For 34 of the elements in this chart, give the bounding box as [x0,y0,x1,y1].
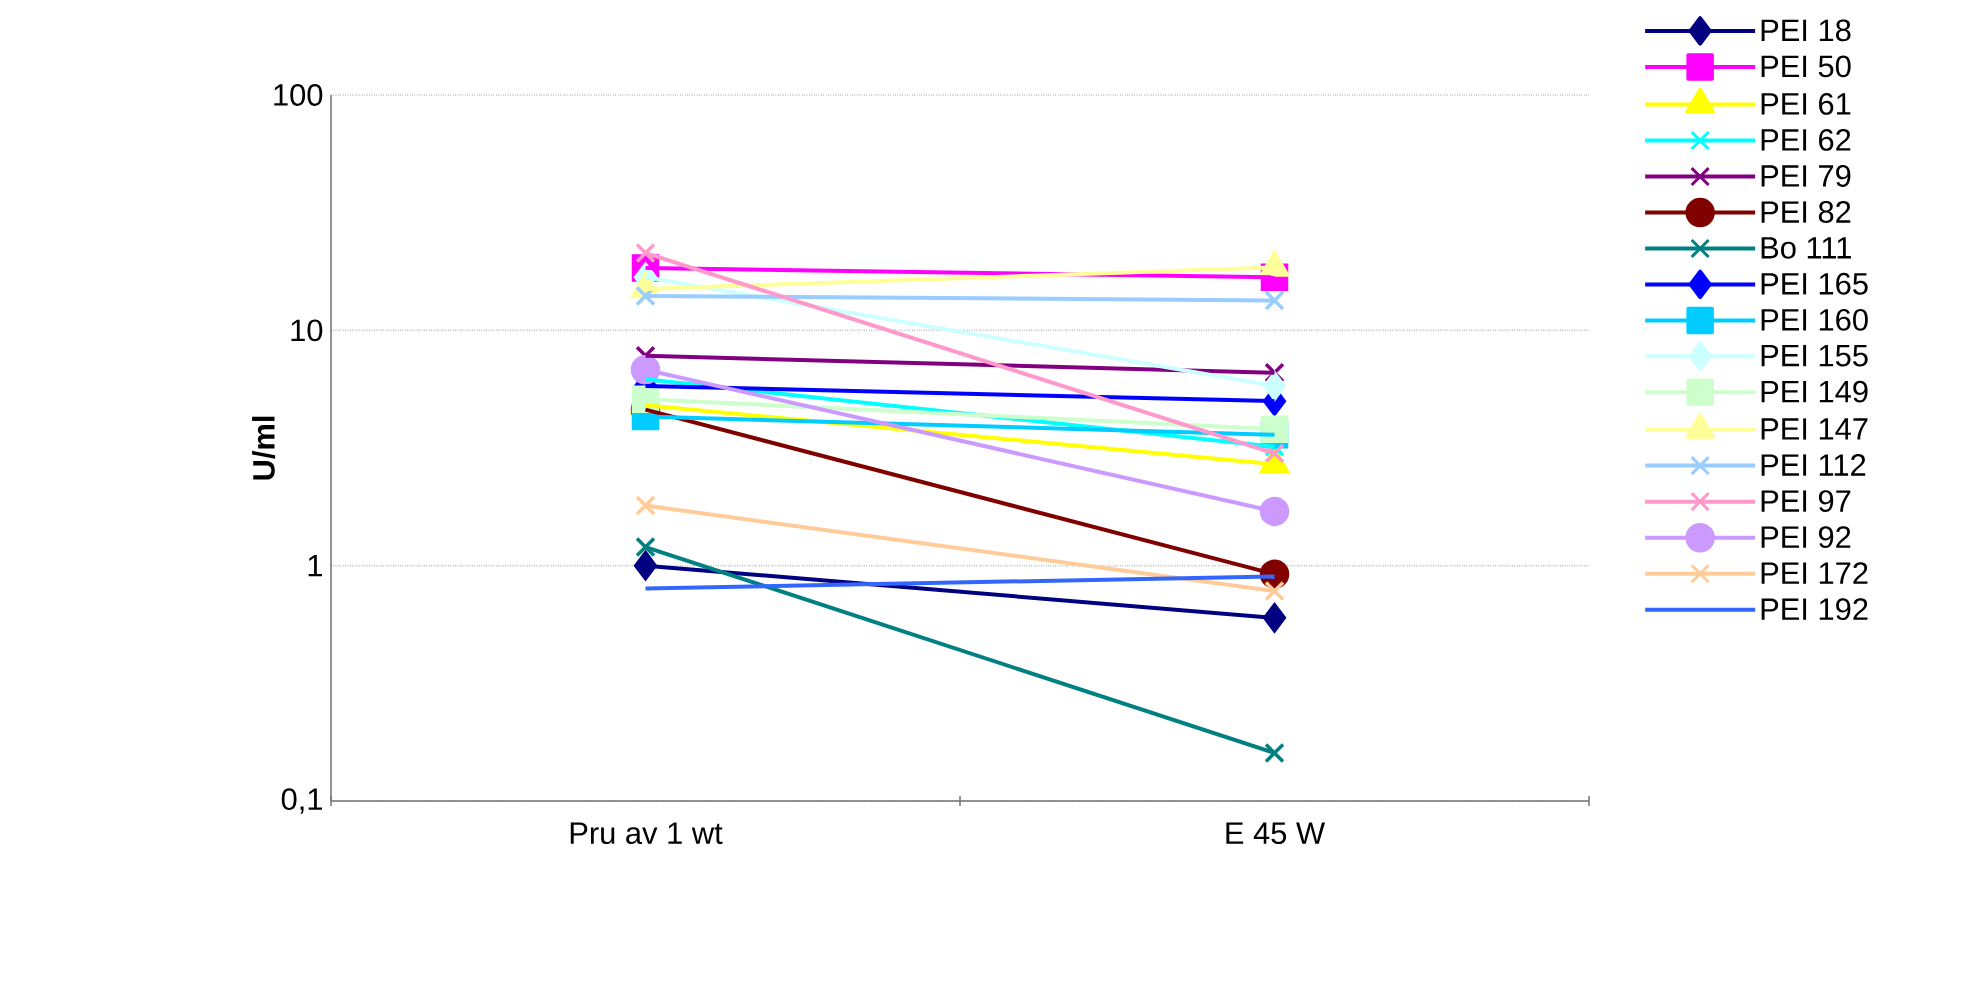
legend-label: PEI 147 [1761,418,1868,440]
y-tick-label: 100 [274,84,323,106]
legend-label: PEI 165 [1761,272,1868,295]
legend-label: PEI 62 [1761,129,1851,151]
x-tick-label: Pru av 1 wt [570,822,723,845]
legend-label: PEI 155 [1761,344,1868,367]
legend-label: PEI 160 [1761,308,1868,331]
y-axis-title: U/ml [252,416,276,480]
point [635,495,656,516]
point [1264,290,1285,311]
legend-label: PEI 18 [1761,19,1851,42]
point [635,242,656,264]
y-tick-label: 10 [291,319,323,342]
point [1263,371,1287,401]
legend-label: PEI 97 [1761,490,1851,512]
legend-label: Bo 111 [1761,237,1851,259]
legend-label: PEI 192 [1761,598,1868,621]
legend-label: PEI 172 [1761,562,1868,584]
legend-label: PEI 50 [1761,55,1851,78]
legend-label: PEI 61 [1761,92,1851,115]
legend-label: PEI 82 [1761,201,1851,223]
point [1264,580,1285,602]
point [1259,496,1290,527]
point [1264,742,1285,764]
legend-label: PEI 79 [1761,165,1851,187]
point [634,550,658,581]
y-tick-label: 0,1 [281,788,322,814]
point [635,536,656,558]
legend-label: PEI 112 [1761,454,1866,476]
point [1263,603,1287,633]
legend-label: PEI 92 [1761,526,1851,549]
legend-label: PEI 149 [1761,380,1868,403]
x-tick-label: E 45 W [1226,822,1326,845]
y-tick-label: 1 [308,555,322,577]
